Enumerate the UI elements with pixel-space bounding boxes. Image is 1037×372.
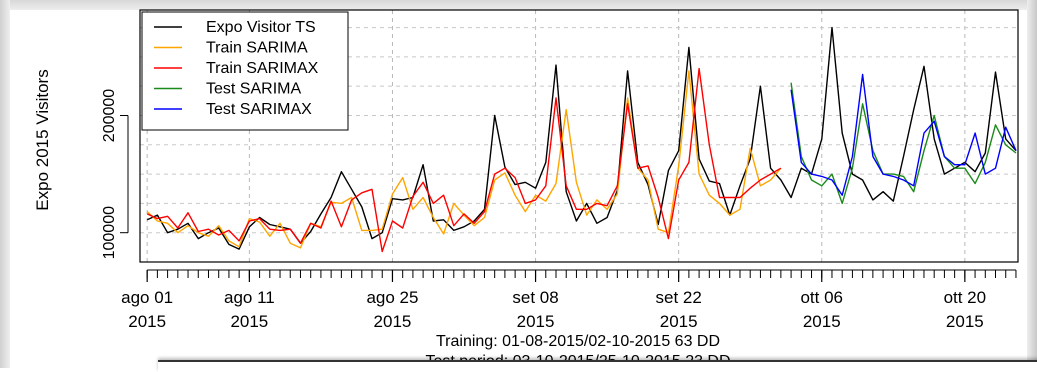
y-tick-label: 100000 <box>101 206 118 259</box>
x-tick-label: ott 06 <box>800 288 843 307</box>
x-axis: ago 01 2015 ago 11 2015 ago 25 2015 set 08 2015… <box>121 269 1017 331</box>
legend-entry-label: Train SARIMA <box>206 40 308 57</box>
window-frame-top <box>0 0 1037 10</box>
x-tick-year-label: 2015 <box>128 312 166 331</box>
x-tick-label: ott 20 <box>944 288 987 307</box>
plot-area-border <box>139 9 1019 263</box>
series-line <box>146 67 782 253</box>
window-frame-right <box>1027 0 1037 368</box>
legend-entry-label: Test SARIMA <box>206 81 301 98</box>
x-tick-label: ago 01 <box>121 288 173 307</box>
x-tick-year-label: 2015 <box>374 312 412 331</box>
x-tick-label: set 22 <box>656 288 702 307</box>
series-lines <box>146 26 1017 253</box>
y-axis-label: Expo 2015 Visitors <box>33 69 52 210</box>
y-tick-label: 200000 <box>101 89 118 142</box>
x-tick-year-label: 2015 <box>230 312 268 331</box>
training-annotation: Training: 01-08-2015/02-10-2015 63 DD <box>436 333 720 350</box>
x-tick-year-label: 2015 <box>946 312 984 331</box>
x-tick-year-label: 2015 <box>517 312 555 331</box>
window-frame-left <box>0 0 10 368</box>
x-tick-label: set 08 <box>512 288 558 307</box>
series-line <box>790 73 1017 196</box>
x-tick-label: ago 11 <box>224 288 275 307</box>
series-line <box>790 82 1017 205</box>
overlapping-panel <box>158 360 1037 372</box>
legend-entry-label: Expo Visitor TS <box>206 19 316 36</box>
legend-entry-label: Test SARIMAX <box>206 101 312 118</box>
x-tick-label: ago 25 <box>366 288 418 307</box>
legend-box <box>141 11 349 131</box>
x-tick-year-label: 2015 <box>660 312 698 331</box>
y-axis: 100000 200000 <box>101 89 129 259</box>
legend-entry-label: Train SARIMAX <box>206 60 319 77</box>
legend: Expo Visitor TS Train SARIMA Train SARIMAX… <box>141 11 349 131</box>
x-tick-year-label: 2015 <box>803 312 841 331</box>
